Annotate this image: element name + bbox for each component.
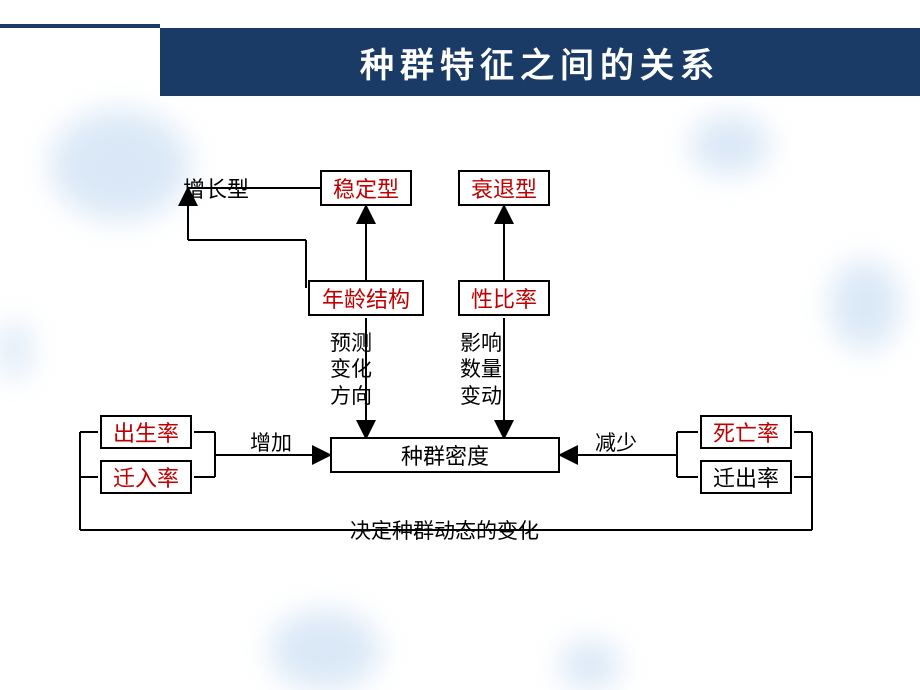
node-age: 年龄结构 — [308, 280, 424, 316]
label-predict: 预测 变化 方向 — [330, 330, 372, 409]
label-bottom: 决定种群动态的变化 — [350, 518, 539, 544]
node-growth: 增长型 — [170, 170, 262, 206]
node-age-text: 年龄结构 — [322, 282, 410, 314]
node-density: 种群密度 — [330, 437, 560, 473]
node-density-text: 种群密度 — [401, 439, 489, 471]
node-emig-text: 迁出率 — [713, 461, 779, 493]
node-emig: 迁出率 — [700, 460, 792, 494]
node-death-text: 死亡率 — [713, 416, 779, 448]
node-sex: 性比率 — [458, 280, 550, 316]
node-birth: 出生率 — [100, 415, 192, 449]
node-stable: 稳定型 — [320, 170, 412, 206]
node-decline: 衰退型 — [458, 170, 550, 206]
node-birth-text: 出生率 — [113, 416, 179, 448]
node-immig: 迁入率 — [100, 460, 192, 494]
label-decrease: 减少 — [595, 430, 637, 456]
node-immig-text: 迁入率 — [113, 461, 179, 493]
node-growth-text: 增长型 — [183, 172, 249, 204]
title-text: 种群特征之间的关系 — [360, 38, 720, 87]
label-increase: 增加 — [250, 430, 292, 456]
node-sex-text: 性比率 — [471, 282, 537, 314]
node-decline-text: 衰退型 — [471, 172, 537, 204]
node-death: 死亡率 — [700, 415, 792, 449]
title-bar: 种群特征之间的关系 — [160, 28, 920, 96]
label-affect: 影响 数量 变动 — [460, 330, 502, 409]
node-stable-text: 稳定型 — [333, 172, 399, 204]
accent-line — [0, 24, 160, 28]
diagram: 增长型 稳定型 衰退型 年龄结构 性比率 出生率 迁入率 种群密度 死亡率 迁出… — [40, 140, 880, 590]
